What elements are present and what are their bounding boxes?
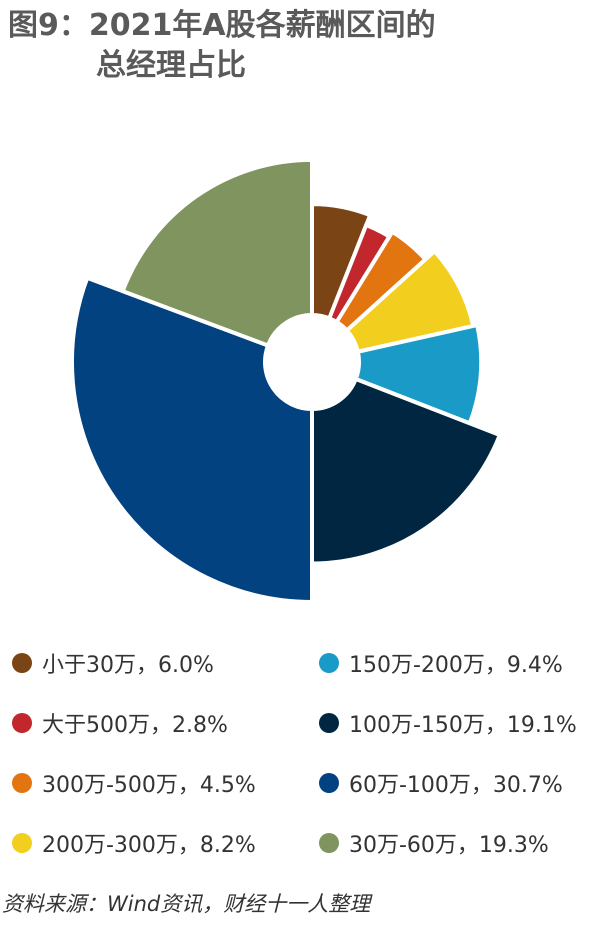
legend-item: 150万-200万，9.4% bbox=[319, 648, 592, 678]
legend-item: 300万-500万，4.5% bbox=[12, 768, 319, 798]
donut-chart bbox=[70, 157, 502, 604]
legend-label: 30万-60万，19.3% bbox=[349, 833, 549, 858]
legend-label: 150万-200万，9.4% bbox=[349, 653, 563, 678]
pie-slice-5 bbox=[353, 323, 484, 426]
legend-label: 200万-300万，8.2% bbox=[42, 833, 256, 858]
pie-slice-8 bbox=[120, 157, 314, 348]
legend-item: 30万-60万，19.3% bbox=[319, 828, 592, 858]
pie-slice-1 bbox=[310, 202, 373, 321]
legend-label: 300万-500万，4.5% bbox=[42, 773, 256, 798]
legend-label: 小于30万，6.0% bbox=[42, 653, 214, 678]
legend-label: 100万-150万，19.1% bbox=[349, 713, 577, 738]
title-line-1: 图9：2021年A股各薪酬区间的 bbox=[8, 8, 436, 43]
legend-swatch-icon bbox=[319, 833, 339, 853]
legend-item: 100万-150万，19.1% bbox=[319, 708, 592, 738]
legend-swatch-icon bbox=[12, 713, 32, 733]
chart-title: 图9：2021年A股各薪酬区间的 总经理占比 bbox=[8, 6, 588, 86]
legend-swatch-icon bbox=[319, 773, 339, 793]
pie-slice-7 bbox=[70, 275, 314, 604]
legend-label: 大于500万，2.8% bbox=[42, 713, 228, 738]
legend-swatch-icon bbox=[12, 833, 32, 853]
legend-swatch-icon bbox=[12, 773, 32, 793]
legend-item: 小于30万，6.0% bbox=[12, 648, 319, 678]
pie-slice-6 bbox=[310, 377, 502, 566]
legend-label: 60万-100万，30.7% bbox=[349, 773, 563, 798]
legend-swatch-icon bbox=[319, 713, 339, 733]
legend-swatch-icon bbox=[319, 653, 339, 673]
legend-item: 大于500万，2.8% bbox=[12, 708, 319, 738]
title-line-2: 总经理占比 bbox=[96, 48, 246, 83]
chart-legend: 小于30万，6.0% 150万-200万，9.4% 大于500万，2.8% 100万-… bbox=[12, 648, 592, 858]
legend-swatch-icon bbox=[12, 653, 32, 673]
legend-item: 60万-100万，30.7% bbox=[319, 768, 592, 798]
source-note: 资料来源：Wind资讯，财经十一人整理 bbox=[2, 892, 371, 916]
legend-item: 200万-300万，8.2% bbox=[12, 828, 319, 858]
